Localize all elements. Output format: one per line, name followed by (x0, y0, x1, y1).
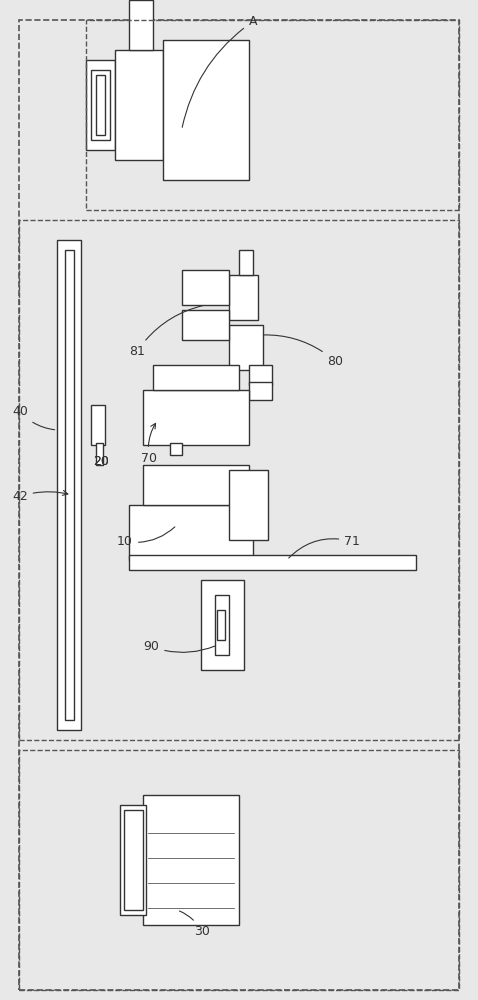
Bar (182, 310, 229, 340)
Bar (65, 250, 74, 720)
Bar (143, 795, 239, 925)
Bar (249, 365, 272, 385)
Bar (229, 325, 263, 370)
Text: 80: 80 (263, 335, 343, 368)
Text: A: A (182, 15, 257, 127)
Text: 81: 81 (129, 306, 203, 358)
Text: 30: 30 (179, 911, 209, 938)
Bar (153, 365, 239, 390)
Bar (239, 250, 253, 275)
Bar (249, 382, 272, 400)
Text: 20: 20 (93, 455, 109, 468)
Text: 42: 42 (12, 490, 68, 503)
Bar (217, 610, 225, 640)
Bar (86, 60, 115, 150)
Bar (170, 443, 182, 455)
Bar (120, 805, 146, 915)
Bar (91, 70, 110, 140)
Bar (124, 810, 143, 910)
Bar (86, 20, 459, 210)
Bar (143, 465, 249, 505)
Bar (57, 240, 81, 730)
Bar (96, 75, 105, 135)
Bar (163, 40, 249, 180)
Text: 70: 70 (141, 423, 157, 465)
Text: 20: 20 (93, 455, 109, 468)
Bar (229, 470, 268, 540)
Bar (19, 220, 459, 740)
Bar (201, 580, 244, 670)
Bar (143, 390, 249, 445)
Bar (115, 50, 163, 160)
Bar (129, 505, 253, 560)
Text: 71: 71 (289, 535, 360, 558)
Bar (215, 595, 229, 655)
Bar (91, 405, 105, 445)
Text: 90: 90 (143, 640, 215, 653)
Bar (182, 270, 229, 305)
Bar (96, 443, 103, 465)
Bar (19, 750, 459, 990)
Bar (129, 0, 153, 50)
Bar (229, 275, 258, 320)
Text: 10: 10 (117, 527, 175, 548)
Text: 40: 40 (12, 405, 54, 430)
Bar (129, 555, 416, 570)
